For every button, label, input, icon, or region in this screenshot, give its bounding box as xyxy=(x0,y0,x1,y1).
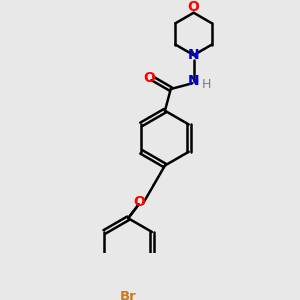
Text: H: H xyxy=(201,78,211,91)
Text: O: O xyxy=(134,195,146,209)
Text: N: N xyxy=(188,48,200,62)
Text: N: N xyxy=(188,74,200,88)
Text: O: O xyxy=(188,0,200,14)
Text: O: O xyxy=(143,71,155,85)
Text: Br: Br xyxy=(120,290,136,300)
